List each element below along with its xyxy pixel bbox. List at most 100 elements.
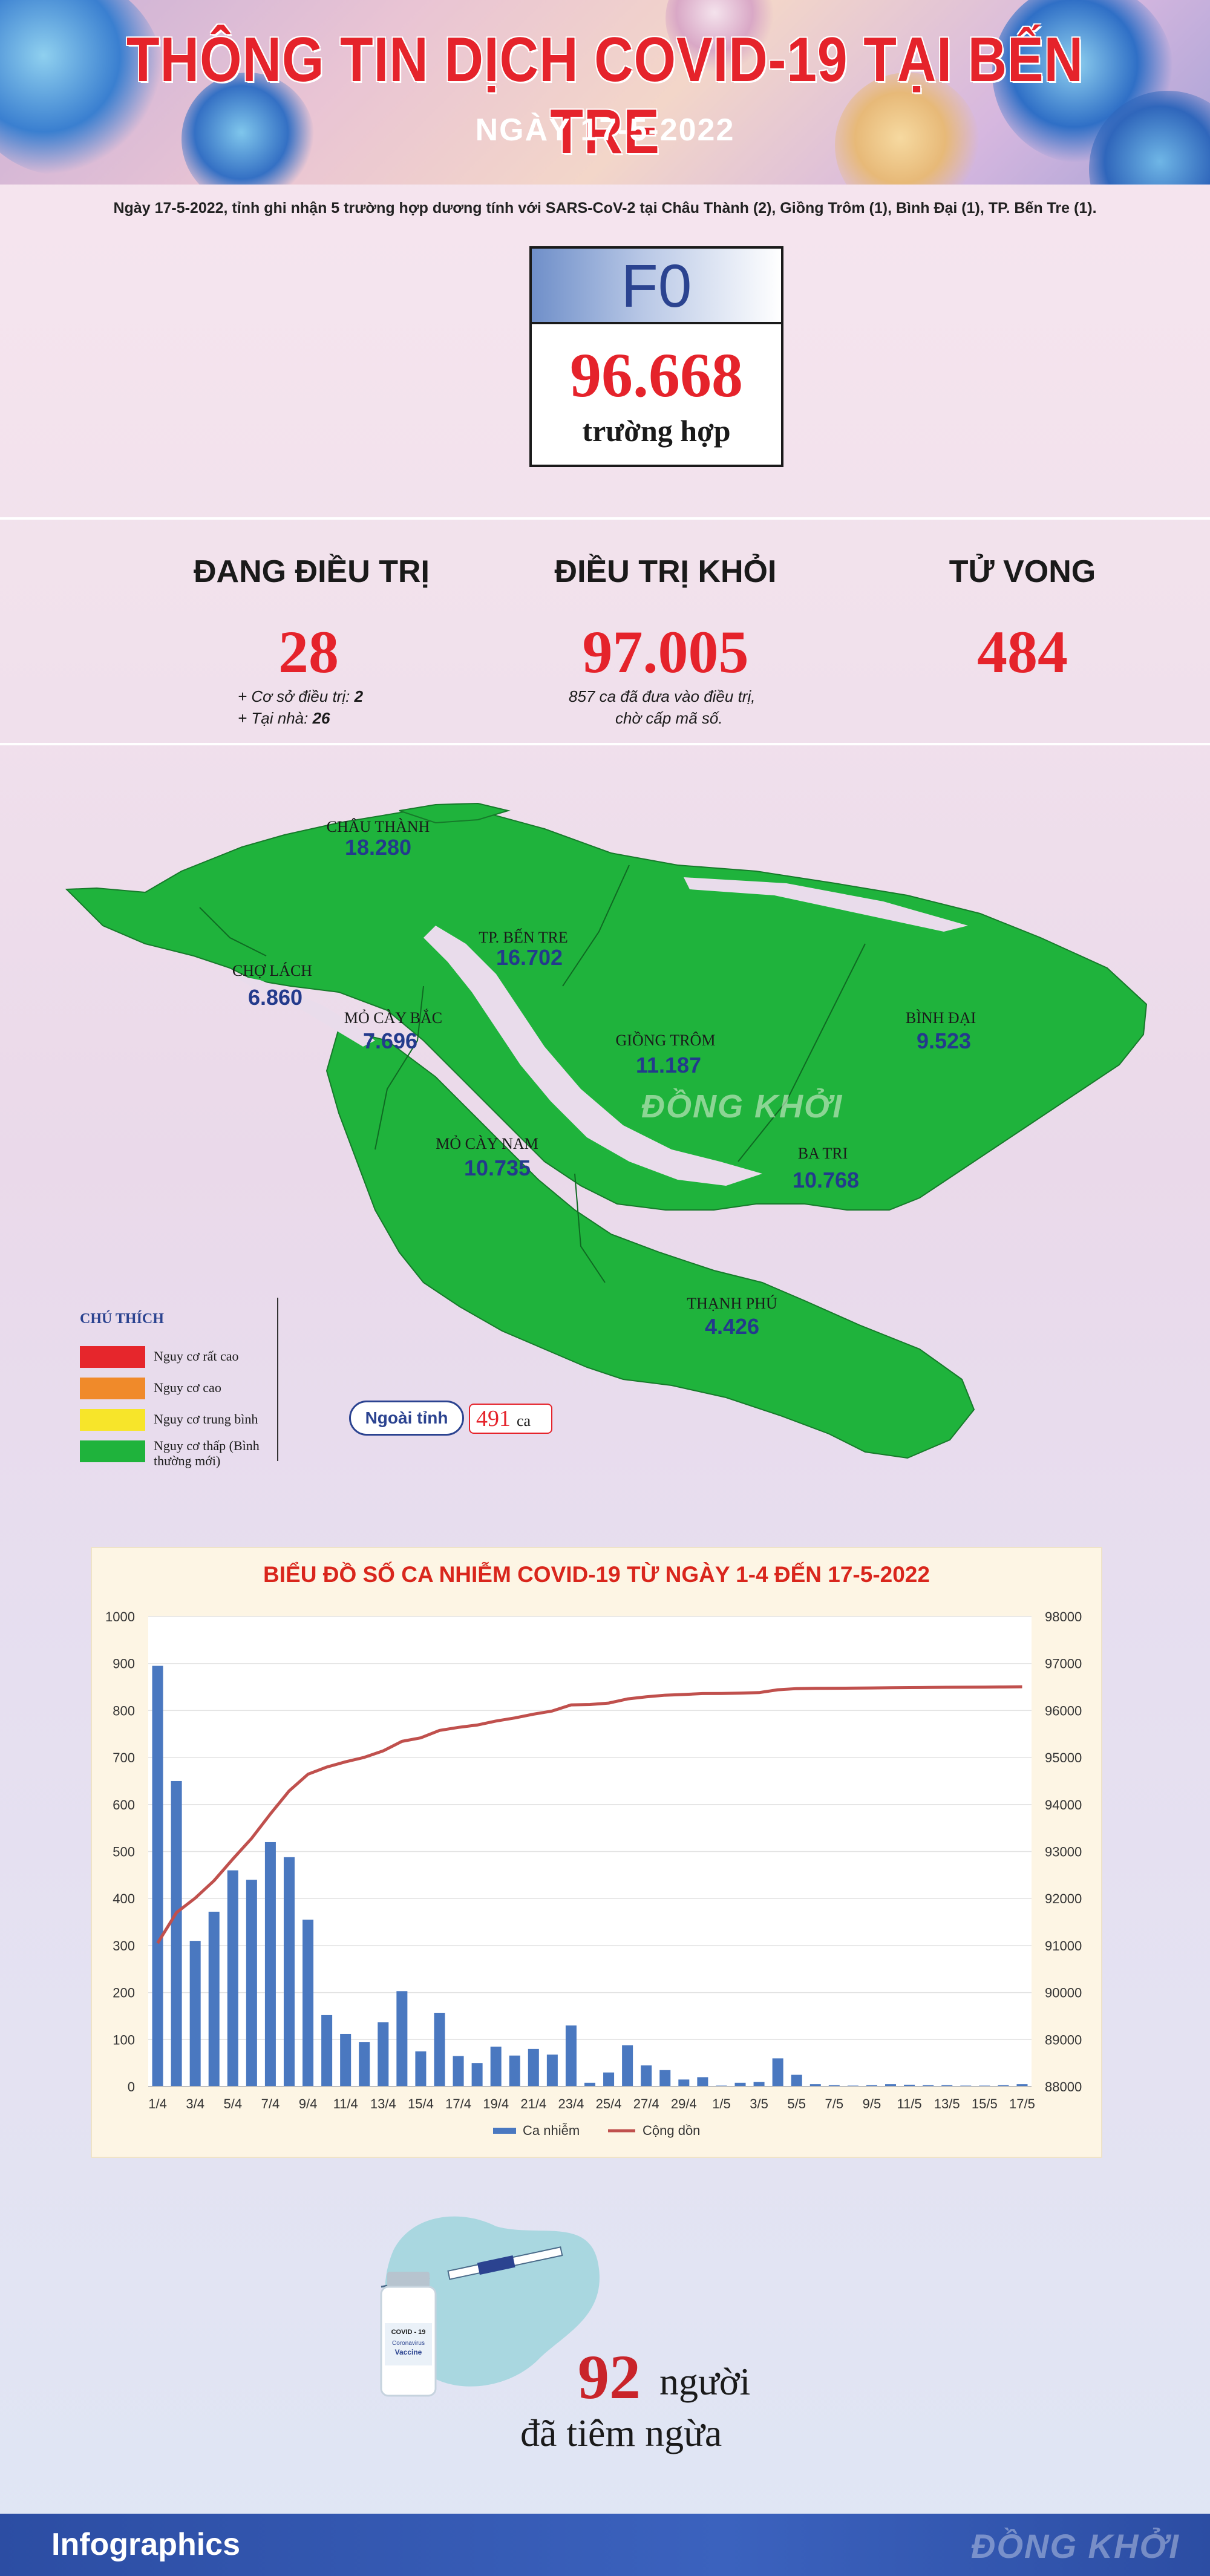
bar-ca-nhiem (603, 2072, 615, 2087)
x-tick-label: 11/4 (333, 2096, 358, 2111)
x-tick-label: 3/5 (750, 2096, 768, 2111)
bar-ca-nhiem (359, 2042, 370, 2087)
bar-ca-nhiem (189, 1941, 201, 2087)
bar-ca-nhiem (1016, 2084, 1028, 2087)
y-left-tick-label: 300 (113, 1938, 135, 1953)
x-tick-label: 23/4 (558, 2096, 584, 2111)
y-left-tick-label: 100 (113, 2032, 135, 2047)
cases-chart: 0 100 200 300 400 500 600 700 800 900 1000 88000 890… (105, 1609, 1082, 2138)
x-tick-label: 5/4 (223, 2096, 242, 2111)
district-border (737, 943, 866, 1162)
district-name: Mỏ Cày Bắc (344, 1009, 443, 1027)
bar-ca-nhiem (171, 1780, 182, 2087)
map-islet (399, 802, 511, 824)
report-date: NGÀY 17-5-2022 (475, 113, 735, 148)
bar-ca-nhiem (378, 2022, 389, 2087)
y-left-tick-label: 400 (113, 1891, 135, 1906)
x-tick-label: 21/4 (520, 2096, 546, 2111)
y-right-tick-label: 90000 (1045, 1986, 1082, 2001)
x-tick-label: 15/5 (972, 2096, 998, 2111)
vaccine-vial-icon: COVID - 19 Coronavirus Vaccine (380, 2272, 437, 2397)
y-left-tick-label: 200 (113, 1986, 135, 2001)
vial-text: Vaccine (395, 2348, 422, 2356)
header-banner (0, 0, 1210, 185)
treating-heading: ĐANG ĐIỀU TRỊ (194, 554, 430, 589)
y-left-tick-label: 0 (128, 2079, 135, 2094)
bar-ca-nhiem (340, 2033, 352, 2087)
recovered-heading: ĐIỀU TRỊ KHỎI (554, 554, 777, 589)
district-name: Mỏ Cày Nam (436, 1135, 538, 1152)
x-tick-label: 1/5 (712, 2096, 731, 2111)
district-border (199, 907, 267, 956)
district-border (562, 865, 630, 987)
x-tick-label: 17/5 (1009, 2096, 1035, 2111)
y-left-tick-label: 600 (113, 1797, 135, 1813)
bar-ca-nhiem (941, 2085, 953, 2087)
x-tick-label: 19/4 (483, 2096, 509, 2111)
legend-swatch-high (80, 1378, 145, 1399)
x-tick-label: 1/4 (148, 2096, 167, 2111)
f0-total-box: F0 96.668 trường hợp (529, 246, 783, 467)
bar-ca-nhiem (321, 2015, 333, 2087)
y-right-tick-label: 96000 (1045, 1703, 1082, 1718)
bar-ca-nhiem (208, 1911, 220, 2087)
district-value: 18.280 (344, 835, 412, 860)
y-right-tick-label: 95000 (1045, 1750, 1082, 1765)
river-co-chien-icon (230, 974, 375, 1047)
legend-bar-swatch (493, 2128, 516, 2134)
map-region-south (325, 1027, 975, 1459)
bar-ca-nhiem (415, 2051, 427, 2087)
district-value: 4.426 (704, 1314, 760, 1339)
x-tick-label: 7/5 (825, 2096, 844, 2111)
district-name: Ba Tri (797, 1145, 848, 1162)
vial-text: COVID - 19 (391, 2329, 426, 2336)
y-right-tick-label: 98000 (1045, 1609, 1082, 1624)
x-tick-label: 7/4 (261, 2096, 280, 2111)
deaths-value: 484 (977, 618, 1068, 685)
district-name: TP. Bến Tre (479, 929, 568, 946)
treating-home-count: 26 (312, 709, 330, 727)
vial-text: Coronavirus (392, 2340, 425, 2347)
bar-ca-nhiem (584, 2082, 596, 2087)
bar-ca-nhiem (152, 1666, 163, 2087)
bar-ca-nhiem (283, 1857, 295, 2087)
chart-title: BIỂU ĐỒ SỐ CA NHIỄM COVID-19 TỪ NGÀY 1-4… (263, 1562, 930, 1587)
bar-ca-nhiem (490, 2046, 502, 2087)
x-tick-label: 15/4 (408, 2096, 434, 2111)
bar-ca-nhiem (227, 1870, 238, 2087)
district-name: Bình Đại (905, 1009, 976, 1027)
outside-province-button[interactable]: Ngoài tỉnh (349, 1401, 464, 1436)
f0-unit: trường hợp (582, 414, 731, 448)
bar-ca-nhiem (828, 2085, 840, 2087)
bar-ca-nhiem (565, 2025, 577, 2087)
recovered-note-2: chờ cấp mã số. (615, 709, 723, 727)
x-tick-label: 29/4 (671, 2096, 697, 2111)
bar-ca-nhiem (659, 2070, 671, 2087)
deaths-heading: TỬ VONG (949, 554, 1096, 589)
bar-ca-nhiem (302, 1920, 314, 2087)
y-left-tick-label: 800 (113, 1703, 135, 1718)
footer-bar (0, 2514, 1210, 2576)
legend-label: Nguy cơ trung bình (154, 1411, 258, 1427)
outside-province-count: 491 ca (469, 1404, 552, 1434)
treating-facility-count: 2 (354, 687, 364, 705)
bar-ca-nhiem (453, 2056, 464, 2087)
bar-ca-nhiem (546, 2055, 558, 2087)
virus-decoration-icon (835, 73, 980, 185)
legend-line-label: Cộng dồn (643, 2123, 700, 2138)
district-value: 9.523 (916, 1028, 972, 1053)
f0-value: 96.668 (570, 341, 743, 410)
bar-ca-nhiem (396, 1991, 408, 2087)
bar-ca-nhiem (622, 2045, 633, 2087)
bar-ca-nhiem (998, 2085, 1009, 2087)
f0-label: F0 (532, 249, 781, 324)
district-border (374, 986, 424, 1150)
y-right-tick-label: 94000 (1045, 1797, 1082, 1813)
legend-title: CHÚ THÍCH (80, 1311, 164, 1327)
footer-label: Infographics (51, 2527, 241, 2562)
district-value: 7.696 (362, 1028, 418, 1053)
y-right-tick-label: 97000 (1045, 1656, 1082, 1672)
vaccinated-label: đã tiêm ngừa (520, 2411, 722, 2454)
treating-value: 28 (278, 618, 339, 685)
district-value: 16.702 (495, 945, 563, 970)
